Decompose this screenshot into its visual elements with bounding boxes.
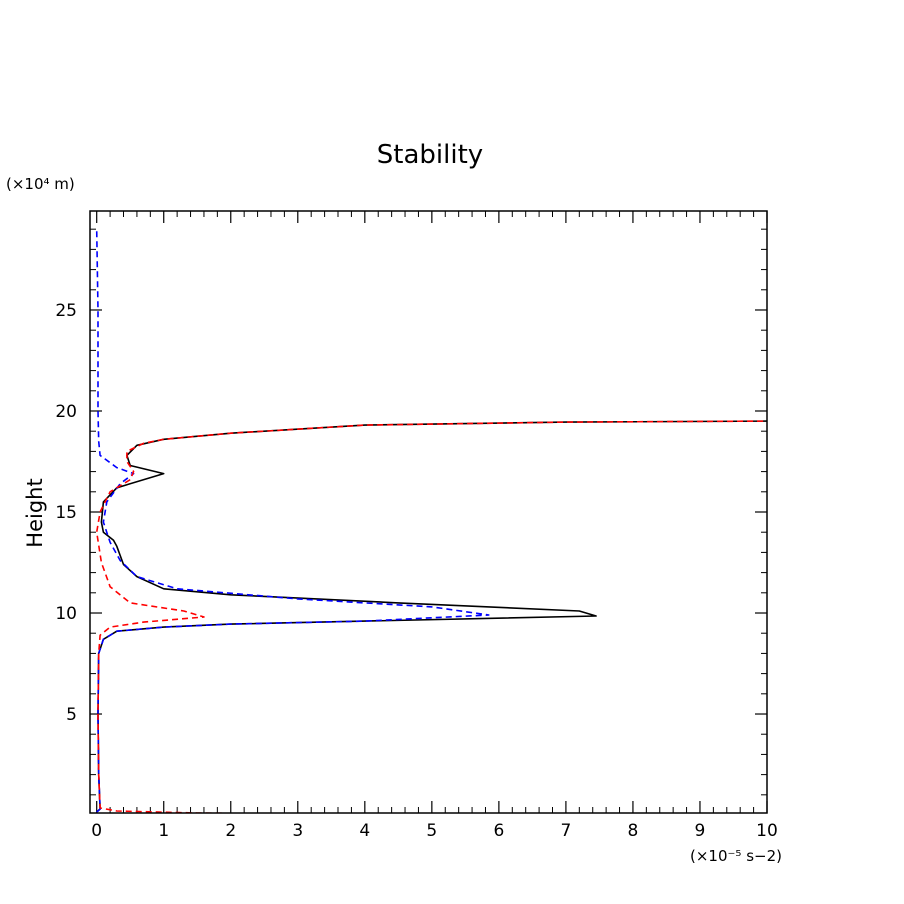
plot-frame: [89, 210, 768, 814]
series-line-2: [95, 229, 490, 813]
x-tick-label: 9: [695, 821, 706, 841]
series-line-1: [96, 420, 767, 813]
y-axis-label: Height: [23, 478, 47, 547]
x-tick-label: 10: [756, 821, 778, 841]
x-tick-label: 0: [91, 821, 102, 841]
y-tick-label: 15: [55, 503, 77, 523]
series-line-3: [95, 420, 767, 813]
x-tick-label: 4: [359, 821, 370, 841]
x-tick-label: 2: [225, 821, 236, 841]
x-tick-label: 8: [628, 821, 639, 841]
axis-ticks: [90, 211, 768, 813]
y-tick-label: 20: [55, 402, 77, 422]
data-series: [95, 229, 767, 813]
x-tick-label: 1: [158, 821, 169, 841]
axis-tick-labels: 0 1 2 3 4 5 6 7 8 9 10 5 10 15 20 25: [55, 301, 777, 841]
x-axis-unit: (×10⁻⁵ s−2): [690, 847, 782, 865]
y-axis-unit: (×10⁴ m): [6, 175, 75, 193]
y-tick-label: 10: [55, 604, 77, 624]
x-tick-label: 7: [560, 821, 571, 841]
x-tick-label: 5: [426, 821, 437, 841]
y-tick-label: 25: [55, 301, 77, 321]
chart-title: Stability: [377, 140, 483, 170]
x-tick-label: 6: [493, 821, 504, 841]
x-tick-label: 3: [292, 821, 303, 841]
y-tick-label: 5: [66, 705, 77, 725]
